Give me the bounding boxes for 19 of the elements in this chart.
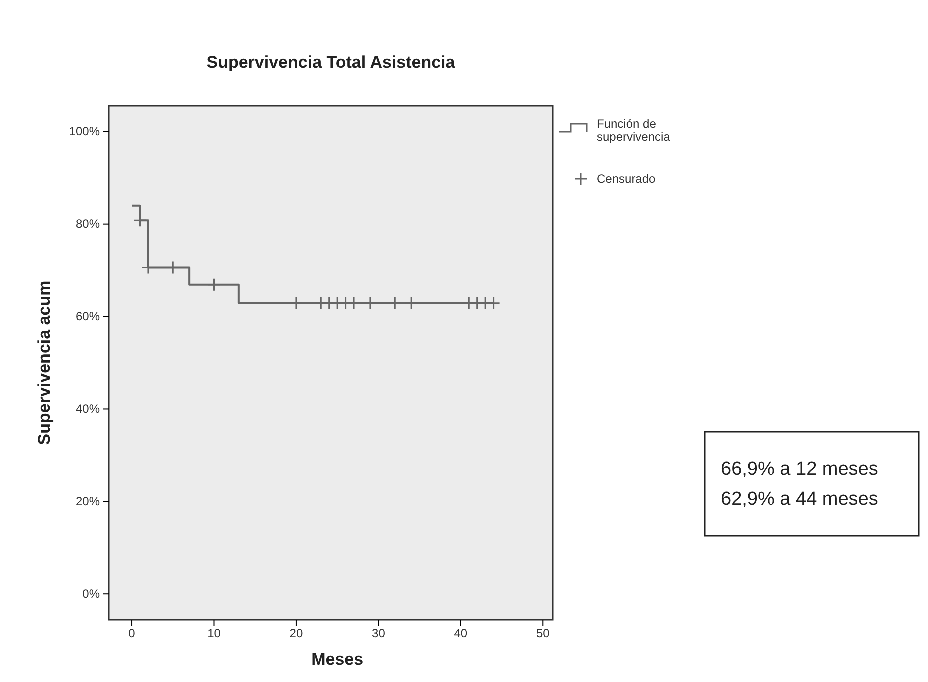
y-axis-title: Supervivencia acum [35,280,54,446]
text: 66,9% a 12 meses [721,459,878,480]
text: 62,9% a 44 meses [721,489,878,510]
x-tick-label: 40 [454,626,468,641]
y-tick-label: 20% [76,494,100,509]
y-tick-label: 60% [76,310,100,324]
legend-label: Función de supervivencia [597,117,671,144]
y-tick-label: 0% [82,586,100,601]
x-tick-label: 50 [536,626,550,641]
chart-title: Supervivencia Total Asistencia [206,53,456,72]
y-tick-label: 40% [76,402,100,416]
x-axis-title: Meses [312,650,364,669]
x-tick-label: 10 [208,626,222,641]
y-tick-label: 80% [76,217,100,232]
x-tick-label: 0 [128,626,136,641]
y-tick-label: 100% [69,124,100,139]
x-tick-label: 20 [290,626,304,641]
legend-label: Censurado [597,172,656,186]
x-tick-label: 30 [372,626,386,641]
